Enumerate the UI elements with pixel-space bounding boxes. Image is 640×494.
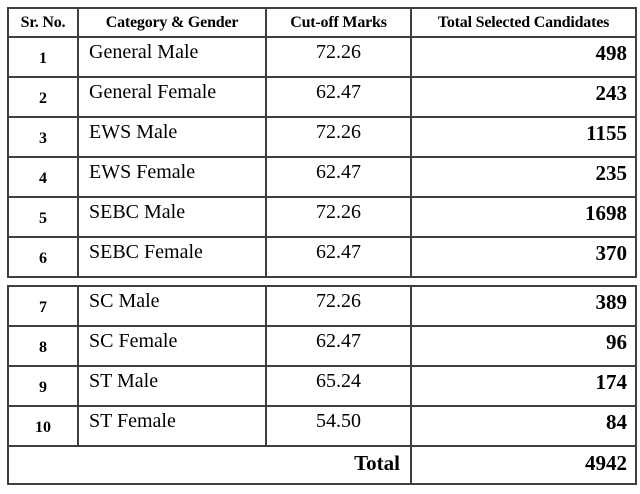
table-row: 7 SC Male 72.26 389 [7,285,637,327]
cell-selected: 235 [410,156,637,198]
cutoff-table-section-1: Sr. No. Category & Gender Cut-off Marks … [7,7,637,278]
table-row: 1 General Male 72.26 498 [7,36,637,78]
cell-cutoff: 62.47 [265,325,412,367]
cutoff-table-section-2: 7 SC Male 72.26 389 8 SC Female 62.47 96 9 ST Mal… [7,285,637,485]
cell-cutoff: 62.47 [265,236,412,278]
table-row: 8 SC Female 62.47 96 [7,325,637,367]
cell-category: EWS Male [77,116,267,158]
cell-selected: 84 [410,405,637,447]
cell-category: SEBC Female [77,236,267,278]
cell-sr-no: 4 [7,156,79,198]
total-row: Total 4942 [7,445,637,485]
cell-cutoff: 72.26 [265,285,412,327]
cell-selected: 389 [410,285,637,327]
cell-sr-no: 6 [7,236,79,278]
table-row: 6 SEBC Female 62.47 370 [7,236,637,278]
cell-sr-no: 5 [7,196,79,238]
cell-cutoff: 65.24 [265,365,412,407]
cell-sr-no: 10 [7,405,79,447]
table-row: 9 ST Male 65.24 174 [7,365,637,407]
header-row: Sr. No. Category & Gender Cut-off Marks … [7,7,637,38]
table-row: 10 ST Female 54.50 84 [7,405,637,447]
cell-sr-no: 2 [7,76,79,118]
total-label: Total [7,445,412,485]
column-header-total-selected: Total Selected Candidates [410,7,637,38]
cell-selected: 1698 [410,196,637,238]
cell-category: SC Female [77,325,267,367]
column-header-cutoff-marks: Cut-off Marks [265,7,412,38]
cell-category: General Female [77,76,267,118]
cell-cutoff: 62.47 [265,76,412,118]
table-row: 5 SEBC Male 72.26 1698 [7,196,637,238]
cell-selected: 1155 [410,116,637,158]
cell-sr-no: 9 [7,365,79,407]
cell-selected: 243 [410,76,637,118]
cell-cutoff: 54.50 [265,405,412,447]
cell-cutoff: 72.26 [265,116,412,158]
cell-sr-no: 3 [7,116,79,158]
cell-selected: 174 [410,365,637,407]
cell-selected: 498 [410,36,637,78]
cell-sr-no: 8 [7,325,79,367]
cell-sr-no: 1 [7,36,79,78]
total-value: 4942 [410,445,637,485]
table-row: 2 General Female 62.47 243 [7,76,637,118]
cell-cutoff: 72.26 [265,36,412,78]
cell-cutoff: 62.47 [265,156,412,198]
cell-category: SC Male [77,285,267,327]
cell-category: General Male [77,36,267,78]
cell-selected: 370 [410,236,637,278]
cell-category: SEBC Male [77,196,267,238]
cutoff-table-wrap: Sr. No. Category & Gender Cut-off Marks … [7,7,637,485]
column-header-sr-no: Sr. No. [7,7,79,38]
cell-sr-no: 7 [7,285,79,327]
cell-cutoff: 72.26 [265,196,412,238]
section-gap [7,278,635,285]
table-row: 4 EWS Female 62.47 235 [7,156,637,198]
cell-category: ST Female [77,405,267,447]
cell-category: EWS Female [77,156,267,198]
column-header-category-gender: Category & Gender [77,7,267,38]
cell-selected: 96 [410,325,637,367]
cell-category: ST Male [77,365,267,407]
table-row: 3 EWS Male 72.26 1155 [7,116,637,158]
